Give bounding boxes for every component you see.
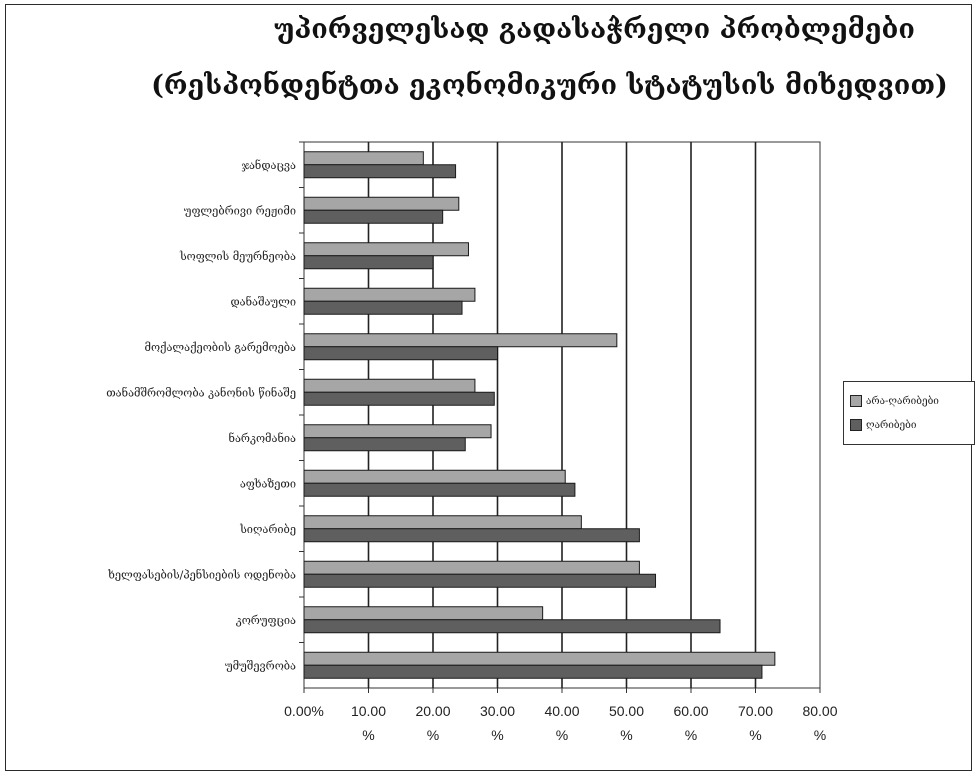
- bar-series-1: [303, 333, 618, 348]
- chart-title: უპირველესად გადასაჭრელი პრობლემები: [274, 14, 915, 45]
- x-tick-unit: %: [749, 727, 761, 743]
- bar-series-1: [303, 242, 469, 257]
- x-tick-label: 10.00: [351, 703, 386, 719]
- category-label: უფლებრივი რეჟიმი: [184, 204, 296, 217]
- bar-series-1: [303, 151, 424, 166]
- legend-swatch-series-1: [850, 395, 862, 407]
- bar-series-1: [303, 515, 582, 530]
- x-tick-unit: %: [427, 727, 439, 743]
- x-tick-unit: %: [685, 727, 697, 743]
- category-label: ჯანდაცვა: [241, 159, 296, 172]
- bar-series-2: [303, 164, 457, 179]
- x-tick-label: 40.00: [544, 703, 579, 719]
- bar-series-2: [303, 482, 576, 497]
- bar-series-1: [303, 651, 776, 666]
- x-tick-unit: %: [814, 727, 826, 743]
- category-label: სოფლის მეურნეობა: [179, 250, 296, 263]
- x-tick-unit: %: [556, 727, 568, 743]
- bar-series-2: [303, 619, 721, 634]
- bar-series-1: [303, 378, 476, 393]
- x-tick-label: 30.00: [480, 703, 515, 719]
- legend-item-series-2: ღარიბები: [850, 418, 916, 432]
- bar-series-2: [303, 300, 463, 315]
- bar-series-2: [303, 209, 444, 224]
- category-label: სიღარიბე: [239, 523, 296, 536]
- legend-swatch-series-2: [850, 419, 862, 431]
- legend-item-series-1: არა-ღარიბები: [850, 394, 939, 408]
- chart-legend: არა-ღარიბები ღარიბები: [843, 381, 975, 445]
- bar-series-2: [303, 528, 640, 543]
- bar-series-1: [303, 196, 460, 211]
- x-tick-label: 80.00: [802, 703, 837, 719]
- bar-series-2: [303, 255, 434, 270]
- x-tick-label: 0.00%: [284, 703, 324, 719]
- x-tick-label: 20.00: [415, 703, 450, 719]
- legend-label-series-2: ღარიბები: [866, 419, 917, 431]
- bar-series-1: [303, 424, 492, 439]
- bar-series-1: [303, 606, 544, 621]
- x-tick-unit: %: [491, 727, 503, 743]
- chart-subtitle: (რესპონდენტთა ეკონომიკური სტატუსის მიხედ…: [151, 70, 948, 101]
- category-label: ხელფასების/პენსიების ოდენობა: [107, 568, 296, 581]
- bar-series-1: [303, 287, 476, 302]
- category-label: დანაშაული: [230, 295, 296, 308]
- bar-series-2: [303, 573, 657, 588]
- x-tick-label: 50.00: [609, 703, 644, 719]
- x-tick-unit: %: [362, 727, 374, 743]
- category-label: უმუშევრობა: [225, 659, 296, 672]
- category-label: აფხაზეთი: [240, 477, 296, 490]
- category-label: ნარკომანია: [229, 432, 297, 445]
- bar-series-1: [303, 560, 640, 575]
- bar-series-2: [303, 391, 495, 406]
- bar-series-2: [303, 664, 763, 679]
- category-label: კორუფცია: [236, 614, 296, 627]
- bar-series-2: [303, 437, 466, 452]
- category-label: მოქალაქეობის გარემოება: [145, 341, 297, 354]
- bar-series-2: [303, 346, 498, 361]
- x-tick-label: 60.00: [673, 703, 708, 719]
- category-label: თანამშრომლობა კანონის წინაშე: [106, 386, 296, 399]
- legend-label-series-1: არა-ღარიბები: [866, 395, 939, 407]
- bar-series-1: [303, 469, 566, 484]
- x-tick-unit: %: [620, 727, 632, 743]
- x-tick-label: 70.00: [738, 703, 773, 719]
